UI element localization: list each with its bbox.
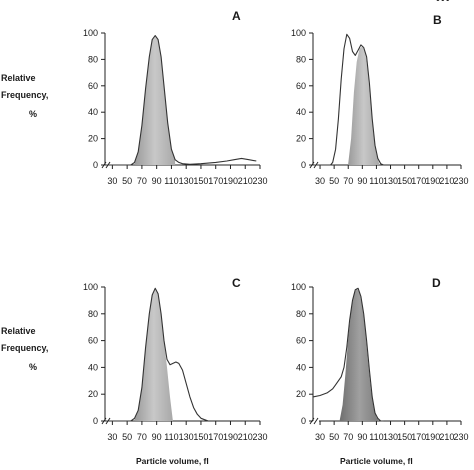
panel-letter: A: [232, 9, 241, 23]
y-tick-label: 40: [296, 362, 306, 372]
y-tick-label: 100: [83, 282, 98, 292]
x-tick-label: 190: [425, 176, 440, 186]
chart-panel-c: 0 20 40 60 80 100 30 50 70 90 110 130 150 170 190 210 23…: [83, 276, 268, 442]
x-tick-label: 150: [193, 176, 208, 186]
y-axis-label-top: Relative Frequency, %: [1, 72, 48, 121]
x-tick-label: 150: [397, 432, 412, 442]
y-tick-label: 80: [88, 54, 98, 64]
outline-curve: [313, 33, 384, 166]
shaded-area: [348, 46, 380, 166]
x-tick-label: 130: [179, 432, 194, 442]
x-tick-label: 70: [137, 432, 147, 442]
x-tick-label: 50: [329, 432, 339, 442]
x-tick-label: 110: [369, 176, 383, 186]
panel-letter: B: [433, 13, 442, 27]
x-tick-label: 190: [223, 432, 238, 442]
y-tick-label: 60: [88, 336, 98, 346]
x-axis-label-right: Particle volume, fl: [340, 456, 413, 466]
y-tick-label: 0: [301, 416, 306, 426]
y-tick-label: 100: [291, 28, 306, 38]
x-tick-label: 150: [397, 176, 412, 186]
y-tick-label: 0: [301, 160, 306, 170]
x-tick-label: 70: [137, 176, 147, 186]
shaded-area: [339, 288, 380, 421]
x-tick-label: 90: [357, 432, 367, 442]
y-axis-label-line: Relative: [1, 326, 36, 336]
y-tick-label: 100: [83, 28, 98, 38]
y-tick-label: 80: [88, 309, 98, 319]
outline-curve: [312, 287, 384, 422]
x-tick-label: 150: [193, 432, 208, 442]
y-tick-label: 20: [296, 134, 306, 144]
x-tick-label: 90: [152, 432, 162, 442]
y-tick-label: 60: [88, 81, 98, 91]
chart-panel-d: 0 20 40 60 80 100 30 50 70 90 110 130 150 170 190 210 23…: [291, 276, 469, 442]
y-axis-label-line: Relative: [1, 73, 36, 83]
panel-letter: D: [432, 276, 441, 290]
y-tick-label: 0: [93, 416, 98, 426]
x-tick-label: 230: [252, 176, 267, 186]
x-tick-label: 190: [425, 432, 440, 442]
y-axis-label-line: %: [29, 362, 38, 372]
shaded-area: [134, 288, 173, 421]
panel-letter: C: [232, 276, 241, 290]
x-tick-label: 70: [343, 432, 353, 442]
x-tick-label: 50: [122, 432, 132, 442]
y-axis-label-line: Frequency,: [1, 343, 49, 353]
x-tick-label: 190: [223, 176, 238, 186]
y-tick-label: 60: [296, 81, 306, 91]
x-tick-label: 90: [357, 176, 367, 186]
x-tick-label: 170: [208, 432, 223, 442]
x-tick-label: 70: [343, 176, 353, 186]
x-tick-label: 130: [179, 176, 194, 186]
y-tick-label: 40: [296, 107, 306, 117]
x-tick-label: 170: [411, 176, 426, 186]
y-tick-label: 40: [88, 362, 98, 372]
x-tick-label: 210: [439, 176, 454, 186]
x-tick-label: 110: [369, 432, 383, 442]
x-tick-label: 130: [383, 432, 398, 442]
y-tick-label: 20: [88, 389, 98, 399]
x-tick-label: 210: [238, 432, 253, 442]
y-tick-label: 20: [296, 389, 306, 399]
y-tick-label: 40: [88, 107, 98, 117]
x-axis-label-left: Particle volume, fl: [136, 456, 209, 466]
x-tick-label: 30: [315, 432, 325, 442]
chart-panel-b: 0 20 40 60 80 100 30 50 70 90 110 130 150 170 190 210 23…: [291, 13, 469, 186]
x-tick-label: 50: [122, 176, 132, 186]
outline-curve: [105, 287, 209, 422]
y-tick-label: 0: [93, 160, 98, 170]
x-tick-label: 110: [164, 176, 178, 186]
x-tick-label: 230: [453, 432, 468, 442]
y-axis-label-bottom: Relative Frequency, %: [1, 325, 48, 374]
y-tick-label: 80: [296, 54, 306, 64]
x-tick-label: 170: [411, 432, 426, 442]
chart-panel-a: 0 20 40 60 80 100 30 50 70 90 110 130 150 170 190 210 23…: [83, 9, 268, 186]
x-tick-label: 90: [152, 176, 162, 186]
x-tick-label: 130: [383, 176, 398, 186]
y-tick-label: 80: [296, 309, 306, 319]
outline-curve: [105, 35, 257, 166]
y-tick-label: 20: [88, 134, 98, 144]
x-tick-label: 230: [252, 432, 267, 442]
x-tick-label: 210: [439, 432, 454, 442]
x-tick-label: 30: [107, 176, 117, 186]
y-axis-label-line: Frequency,: [1, 90, 49, 100]
y-tick-label: 100: [291, 282, 306, 292]
x-tick-label: 30: [315, 176, 325, 186]
x-tick-label: 210: [238, 176, 253, 186]
shaded-area: [134, 35, 176, 165]
x-tick-label: 110: [164, 432, 178, 442]
x-tick-label: 170: [208, 176, 223, 186]
x-tick-label: 50: [329, 176, 339, 186]
y-axis-label-line: %: [29, 109, 38, 119]
x-tick-label: 30: [107, 432, 117, 442]
x-tick-label: 230: [453, 176, 468, 186]
y-tick-label: 60: [296, 336, 306, 346]
page-mark: •••: [436, 0, 451, 6]
